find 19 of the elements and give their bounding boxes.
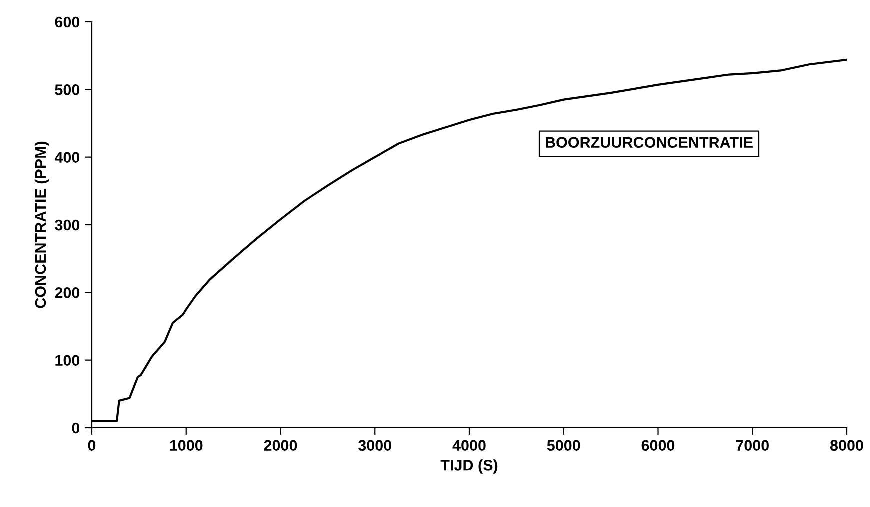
y-tick-label: 0 (72, 422, 80, 434)
y-tick-label: 600 (55, 16, 80, 28)
y-tick-label: 100 (56, 355, 80, 366)
y-tick-label: 300 (55, 220, 80, 231)
x-tick-label: 2000 (264, 440, 298, 452)
x-tick-label: 4000 (452, 440, 486, 452)
x-tick-label: 8000 (830, 440, 864, 452)
y-axis-title: CONCENTRATIE (PPM) (34, 142, 50, 308)
x-axis-title: TIJD (S) (440, 460, 498, 474)
x-tick-label: 1000 (170, 440, 203, 452)
x-tick-label: 0 (88, 440, 96, 452)
x-tick-label: 7000 (736, 440, 769, 452)
x-tick-label: 6000 (642, 440, 675, 452)
y-tick-label: 500 (55, 84, 80, 96)
x-tick-label: 5000 (547, 440, 580, 452)
x-tick-label: 3000 (358, 440, 392, 452)
y-tick-label: 200 (55, 288, 80, 298)
y-tick-label: 400 (54, 152, 80, 164)
annotation: BOORZUURCONCENTRATIE (546, 137, 753, 148)
